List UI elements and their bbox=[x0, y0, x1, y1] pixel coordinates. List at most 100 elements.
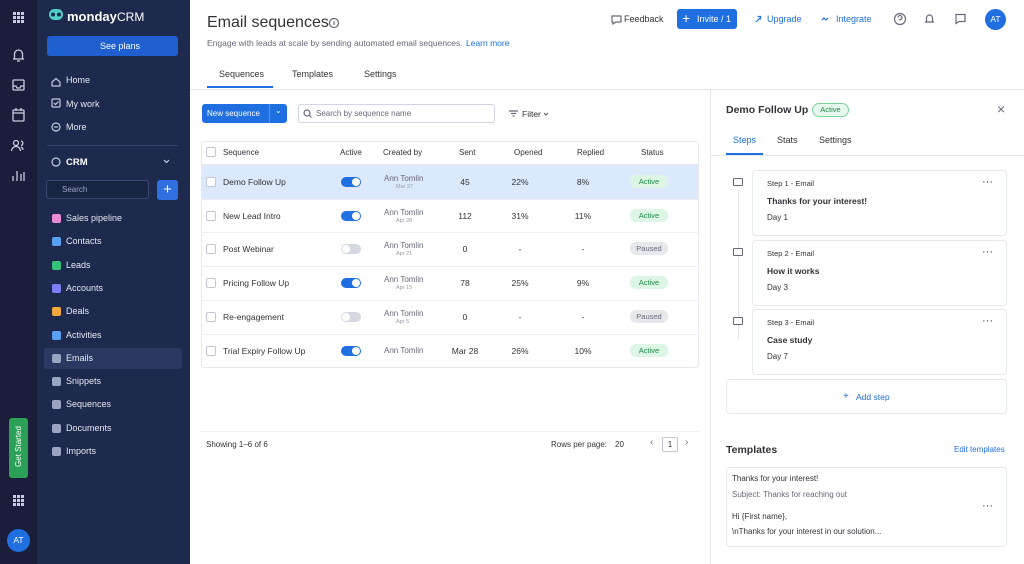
step-card[interactable] bbox=[752, 170, 1007, 236]
sequence-name[interactable]: Post Webinar bbox=[223, 244, 274, 255]
rail-avatar[interactable]: AT bbox=[7, 529, 30, 552]
page-title: Email sequences bbox=[207, 14, 329, 31]
filter-button[interactable]: Filter bbox=[522, 109, 541, 119]
sidebar-item[interactable]: Emails bbox=[66, 352, 94, 363]
sidebar-item[interactable]: Leads bbox=[66, 259, 91, 270]
new-sequence-label[interactable]: New sequence bbox=[207, 109, 260, 118]
sidebar-item[interactable]: Sales pipeline bbox=[66, 213, 123, 223]
active-toggle[interactable] bbox=[341, 244, 361, 255]
invite-label[interactable]: Invite / 1 bbox=[697, 14, 732, 24]
sidebar-item[interactable]: Documents bbox=[66, 422, 112, 433]
nav-item[interactable]: More bbox=[66, 122, 87, 132]
header-avatar[interactable]: AT bbox=[985, 9, 1006, 30]
sidebar-item[interactable]: Imports bbox=[66, 446, 97, 456]
next-page[interactable]: › bbox=[685, 437, 689, 448]
sidebar-item[interactable]: Deals bbox=[66, 306, 90, 317]
creator-name: Ann Tomlin bbox=[384, 174, 424, 183]
page-subtitle: Engage with leads at scale by sending au… bbox=[207, 38, 463, 48]
tab[interactable]: Templates bbox=[292, 69, 334, 79]
column-header[interactable]: Replied bbox=[577, 148, 605, 157]
new-sequence-split bbox=[269, 104, 270, 123]
sequence-name[interactable]: Trial Expiry Follow Up bbox=[223, 345, 306, 356]
see-plans-label[interactable]: See plans bbox=[100, 41, 141, 51]
panel-tab[interactable]: Stats bbox=[777, 135, 798, 145]
active-toggle[interactable] bbox=[341, 311, 361, 322]
step-menu[interactable]: ··· bbox=[982, 176, 993, 188]
integrate-link[interactable]: Integrate bbox=[836, 14, 872, 24]
step-menu[interactable]: ··· bbox=[982, 315, 993, 327]
row-checkbox[interactable] bbox=[206, 345, 216, 356]
active-toggle[interactable] bbox=[341, 345, 361, 356]
toggle-knob bbox=[352, 279, 360, 288]
tab[interactable]: Sequences bbox=[219, 69, 265, 79]
new-sequence-caret: ⌄ bbox=[275, 106, 282, 115]
row-checkbox[interactable] bbox=[206, 244, 216, 255]
cell-opened: 25% bbox=[511, 278, 529, 289]
row-checkbox[interactable] bbox=[206, 210, 216, 221]
new-sequence-button[interactable] bbox=[202, 104, 287, 123]
tab[interactable]: Settings bbox=[364, 69, 397, 79]
cell-sent: 45 bbox=[460, 177, 470, 187]
sequence-name[interactable]: Demo Follow Up bbox=[223, 177, 286, 187]
step-icon bbox=[733, 247, 743, 256]
item-icon bbox=[52, 260, 61, 270]
feedback-button[interactable]: Feedback bbox=[624, 14, 664, 24]
status-badge: Active bbox=[630, 175, 668, 188]
column-header[interactable]: Active bbox=[340, 148, 362, 157]
column-header[interactable]: Sent bbox=[459, 148, 476, 157]
sequence-search[interactable] bbox=[298, 104, 495, 123]
page-size-select[interactable]: 20 bbox=[615, 440, 624, 449]
sidebar-item[interactable]: Accounts bbox=[66, 282, 104, 293]
column-header[interactable]: Opened bbox=[514, 148, 543, 157]
table-header-border bbox=[201, 164, 699, 165]
panel-tab[interactable]: Settings bbox=[819, 135, 852, 145]
step-card[interactable] bbox=[752, 239, 1007, 306]
sidebar-add-button[interactable]: + bbox=[157, 180, 178, 200]
get-started-button[interactable]: Get Started bbox=[9, 418, 28, 478]
row-checkbox[interactable] bbox=[206, 177, 216, 187]
template-menu[interactable]: ··· bbox=[982, 500, 993, 512]
sidebar-item[interactable]: Activities bbox=[66, 329, 102, 340]
step-card[interactable] bbox=[752, 309, 1007, 375]
row-checkbox[interactable] bbox=[206, 278, 216, 289]
step-day: Day 1 bbox=[767, 213, 788, 222]
sidebar-search[interactable] bbox=[46, 180, 149, 199]
page-number[interactable]: 1 bbox=[662, 437, 678, 452]
learn-more-link[interactable]: Learn more bbox=[466, 38, 510, 48]
panel-tab[interactable]: Steps bbox=[733, 135, 757, 145]
sidebar-icons bbox=[49, 9, 170, 194]
sequence-name[interactable]: New Lead Intro bbox=[223, 210, 281, 221]
sidebar-item[interactable]: Sequences bbox=[66, 399, 112, 410]
get-started-label[interactable]: Get Started bbox=[14, 426, 23, 467]
prev-page[interactable]: ‹ bbox=[650, 437, 654, 448]
active-toggle[interactable] bbox=[341, 210, 361, 221]
step-menu[interactable]: ··· bbox=[982, 245, 993, 258]
sidebar-item[interactable]: Snippets bbox=[66, 376, 102, 387]
nav-item[interactable]: Home bbox=[66, 75, 91, 85]
workspace-name[interactable]: CRM bbox=[66, 157, 88, 168]
sequence-name[interactable]: Re-engagement bbox=[223, 311, 284, 322]
add-step-button[interactable] bbox=[726, 379, 1007, 414]
active-toggle[interactable] bbox=[341, 278, 361, 289]
created-date: Apr 15 bbox=[396, 285, 413, 292]
upgrade-link[interactable]: Upgrade bbox=[767, 14, 802, 24]
sequence-name[interactable]: Pricing Follow Up bbox=[223, 278, 290, 289]
row-border bbox=[201, 232, 699, 234]
brand-suffix: CRM bbox=[117, 10, 145, 24]
add-step-plus: + bbox=[843, 391, 849, 402]
add-step-label[interactable]: Add step bbox=[856, 392, 890, 402]
column-header[interactable]: Sequence bbox=[223, 148, 260, 157]
nav-item[interactable]: My work bbox=[66, 98, 100, 109]
sidebar-item[interactable]: Contacts bbox=[66, 236, 102, 247]
active-toggle[interactable] bbox=[341, 177, 361, 187]
template-card[interactable] bbox=[726, 467, 1007, 547]
edit-templates-link[interactable]: Edit templates bbox=[954, 445, 1005, 454]
header-checkbox[interactable] bbox=[206, 147, 216, 157]
column-header[interactable]: Status bbox=[641, 148, 664, 157]
see-plans-button[interactable] bbox=[47, 36, 178, 56]
column-header[interactable]: Created by bbox=[383, 148, 423, 157]
panel-close[interactable]: × bbox=[997, 101, 1006, 117]
row-checkbox[interactable] bbox=[206, 311, 216, 322]
item-icon bbox=[52, 377, 61, 387]
invite-button[interactable] bbox=[677, 9, 737, 29]
